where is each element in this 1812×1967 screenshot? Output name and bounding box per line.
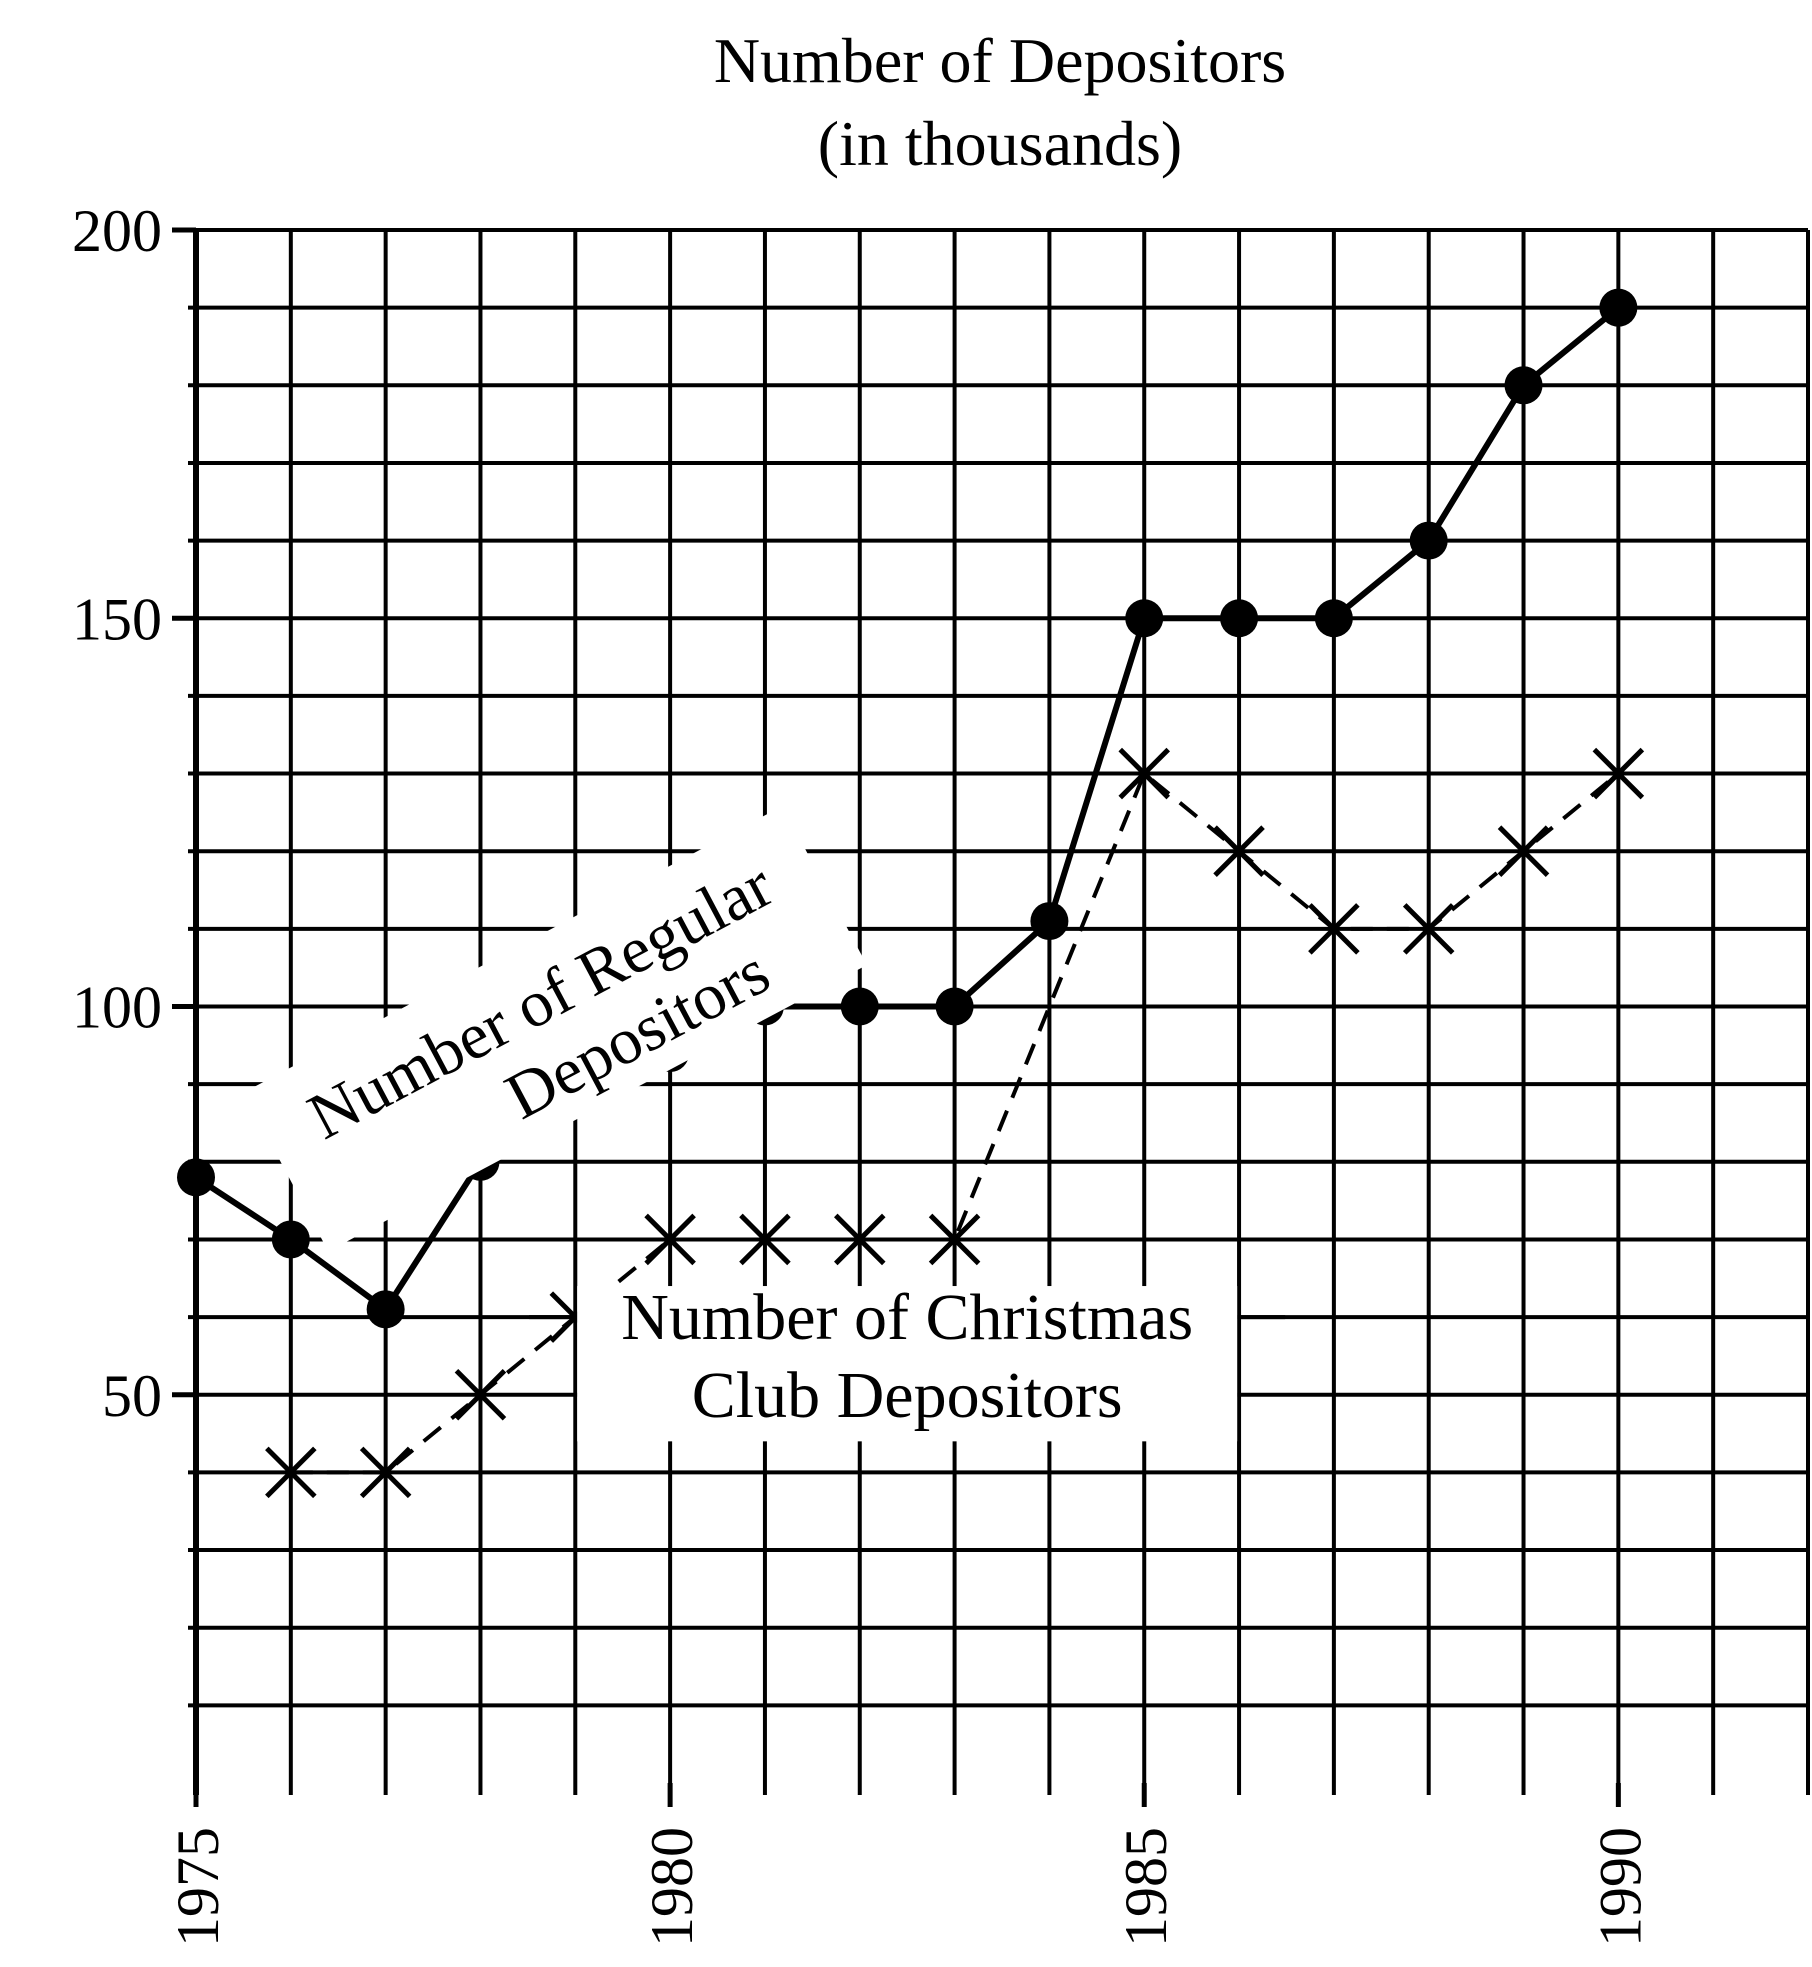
data-point-x-marker [928,1213,981,1266]
axes [172,227,1621,1807]
annotation-backing [243,806,867,1252]
annotation-backing [577,1286,1238,1442]
data-point-circle [1599,288,1638,327]
x-marker-stroke [359,1446,412,1499]
x-tick-label: 1975 [165,1827,231,1947]
data-point-circle [1504,366,1543,405]
x-marker-stroke [928,1213,981,1266]
series [177,288,1645,1499]
x-marker-stroke [644,1213,696,1266]
y-tick-labels: 50 100 150 200 [72,198,162,1429]
chart-subtitle: (in thousands) [818,108,1182,179]
data-point-x-marker [1308,903,1360,955]
data-point-circle [1125,599,1164,638]
y-tick-label: 50 [102,1363,162,1429]
data-point-circle [271,1220,310,1259]
data-point-circle [366,1290,405,1329]
data-point-circle [1409,521,1448,560]
x-tick-labels: 1975 1980 1985 1990 [165,1827,1653,1947]
x-marker-stroke [833,1213,886,1266]
data-point-circle [1220,599,1259,638]
data-point-circle [1314,599,1353,638]
data-point-x-marker [1402,903,1455,955]
data-point-x-marker [739,1213,791,1266]
annotation-line: Number of Christmas [621,1281,1193,1354]
y-tick-label: 150 [72,586,162,652]
grid [188,228,1810,1795]
series-christmas-club-depositors [265,747,1645,1499]
x-marker-stroke [1308,903,1360,955]
data-point-circle [935,987,974,1026]
x-tick-label: 1985 [1113,1827,1179,1947]
data-point-x-marker [644,1213,696,1266]
data-point-circle [840,987,879,1026]
x-tick-label: 1990 [1587,1827,1653,1947]
data-point-x-marker [833,1213,886,1266]
data-point-x-marker [454,1368,507,1421]
chart-title: Number of Depositors [714,25,1286,96]
data-point-x-marker [1497,825,1550,877]
x-marker-stroke [454,1368,507,1421]
x-marker-stroke [1592,747,1645,800]
x-tick-label: 1980 [639,1827,705,1947]
regular-depositors-line [194,305,1621,1313]
data-point-circle [1030,902,1069,941]
x-marker-stroke [1402,903,1455,955]
data-point-x-marker [265,1446,317,1499]
data-point-x-marker [1118,747,1171,800]
y-tick-label: 100 [72,975,162,1041]
x-marker-stroke [1118,747,1171,800]
data-point-x-marker [1592,747,1645,800]
data-point-x-marker [1213,825,1265,877]
annotation-line: Club Depositors [692,1359,1123,1432]
x-marker-stroke [1213,825,1265,877]
x-marker-stroke [1497,825,1550,877]
data-point-circle [177,1158,215,1197]
data-point-x-marker [359,1446,412,1499]
x-marker-stroke [739,1213,791,1266]
x-marker-stroke [265,1446,317,1499]
y-tick-label: 200 [72,198,162,264]
